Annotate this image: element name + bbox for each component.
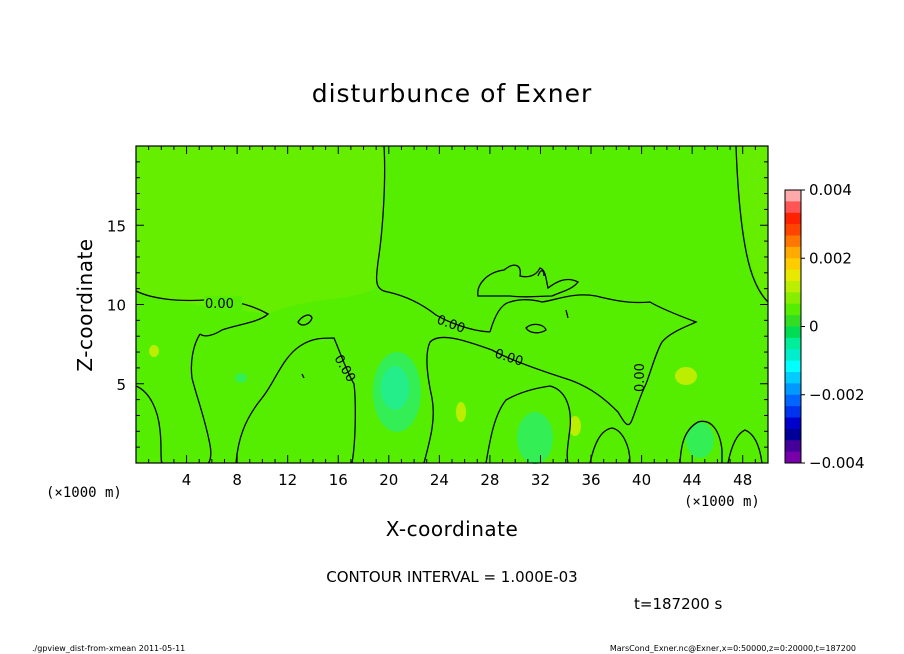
colorbar-segment (785, 406, 801, 418)
contour-line-24 (423, 294, 698, 464)
x-tick-label: 48 (733, 471, 752, 489)
colorbar-tick-label: 0 (809, 318, 819, 336)
x-tick-label: 32 (531, 471, 550, 489)
contour-fills (136, 146, 768, 464)
contour-line-20-top (375, 145, 491, 333)
x-tick-label: 24 (430, 471, 449, 489)
colorbar-segment (785, 394, 801, 407)
blob-positive-44 (675, 367, 697, 385)
x-tick-label: 8 (232, 471, 242, 489)
colorbar-segment (785, 383, 801, 396)
contour-label-4: 0.00 (633, 363, 648, 392)
colorbar-segment (785, 201, 801, 214)
x-tick-label: 28 (480, 471, 499, 489)
contour-label-0: 0.00 (205, 297, 234, 312)
colorbar-segment (785, 258, 801, 271)
contour-line-48 (727, 429, 763, 464)
contour-island-small-b (525, 323, 547, 334)
colorbar-segment (785, 326, 801, 339)
x-tick-label: 36 (581, 471, 600, 489)
contour-island-small-d (565, 309, 569, 319)
colorbar-segment (785, 235, 801, 248)
blob-negative-20-core (381, 366, 409, 410)
colorbar-segment (785, 303, 801, 316)
x-tick-label: 20 (379, 471, 398, 489)
x-tick-label: 44 (683, 471, 702, 489)
contour-line-left-mid (190, 333, 212, 464)
contour-island-small-c (537, 270, 545, 277)
fill-region-upper-left (136, 146, 385, 314)
x-tick-label: 40 (632, 471, 651, 489)
contour-interval-text: CONTOUR INTERVAL = 1.000E-03 (326, 568, 577, 586)
blob-positive-26 (456, 402, 466, 422)
contour-line-28 (485, 385, 572, 464)
chart-title: disturbunce of Exner (312, 79, 593, 108)
y-axis-label: Z-coordinate (73, 238, 97, 371)
y-tick-label: 5 (116, 376, 126, 394)
y-tick-label: 10 (107, 297, 126, 315)
blob-positive-2 (149, 345, 159, 357)
blob-negative-32 (517, 412, 553, 464)
colorbar: 0.004 0.002 0 −0.002 −0.004 (784, 181, 865, 472)
colorbar-segment (785, 315, 801, 327)
contour-island-upper (477, 264, 579, 298)
contour-island-small-a (297, 314, 313, 326)
colorbar-segment (785, 372, 801, 384)
x-unit-left: (×1000 m) (46, 485, 122, 501)
contour-lines (135, 145, 769, 464)
contour-line-38 (589, 427, 631, 464)
contour-label-bg-0 (204, 296, 242, 310)
contour-line-44 (679, 420, 723, 464)
colorbar-segment (785, 224, 801, 236)
time-label: t=187200 s (634, 595, 722, 613)
colorbar-segment (785, 440, 801, 453)
blob-positive-35 (569, 416, 581, 436)
blob-negative-8 (235, 373, 247, 383)
colorbar-segment (785, 417, 801, 430)
blob-negative-20 (373, 352, 421, 432)
colorbar-tick-label: 0.004 (809, 181, 852, 199)
y-tick-label: 15 (107, 217, 126, 235)
colorbar-segment (785, 451, 801, 464)
colorbar-segment (785, 428, 801, 441)
colorbar-segment (785, 349, 801, 362)
x-tick-label: 4 (182, 471, 192, 489)
colorbar-tick-label: 0.002 (809, 249, 852, 267)
contour-line-right (735, 145, 769, 303)
colorbar-segment (785, 212, 801, 225)
fill-region-upper-right (736, 146, 768, 302)
contour-line-12 (235, 337, 356, 464)
colorbar-tick-label: −0.004 (809, 454, 865, 472)
colorbar-segment (785, 269, 801, 282)
colorbar-segment (785, 281, 801, 293)
contour-dot-a (301, 373, 305, 379)
plot-area: 0.00 0.00 0.00 0.00 0.00 4 8 12 16 20 24 28 32 3… (107, 145, 769, 489)
footer-right: MarsCond_Exner.nc@Exner,x=0:50000,z=0:20… (610, 644, 856, 653)
colorbar-segment (785, 190, 801, 202)
x-axis-label: X-coordinate (386, 517, 519, 541)
colorbar-segment (785, 246, 801, 259)
footer-left: ./gpview_dist-from-xmean 2011-05-11 (32, 644, 185, 653)
contour-line-left-bottom (135, 385, 163, 464)
blob-negative-44 (686, 422, 714, 458)
colorbar-tick-label: −0.002 (809, 386, 865, 404)
colorbar-segment (785, 292, 801, 305)
contour-line-upper (135, 290, 270, 337)
colorbar-segment (785, 337, 801, 350)
colorbar-segment (785, 360, 801, 373)
x-tick-label: 12 (278, 471, 297, 489)
x-tick-label: 16 (329, 471, 348, 489)
x-unit-right: (×1000 m) (684, 494, 760, 510)
